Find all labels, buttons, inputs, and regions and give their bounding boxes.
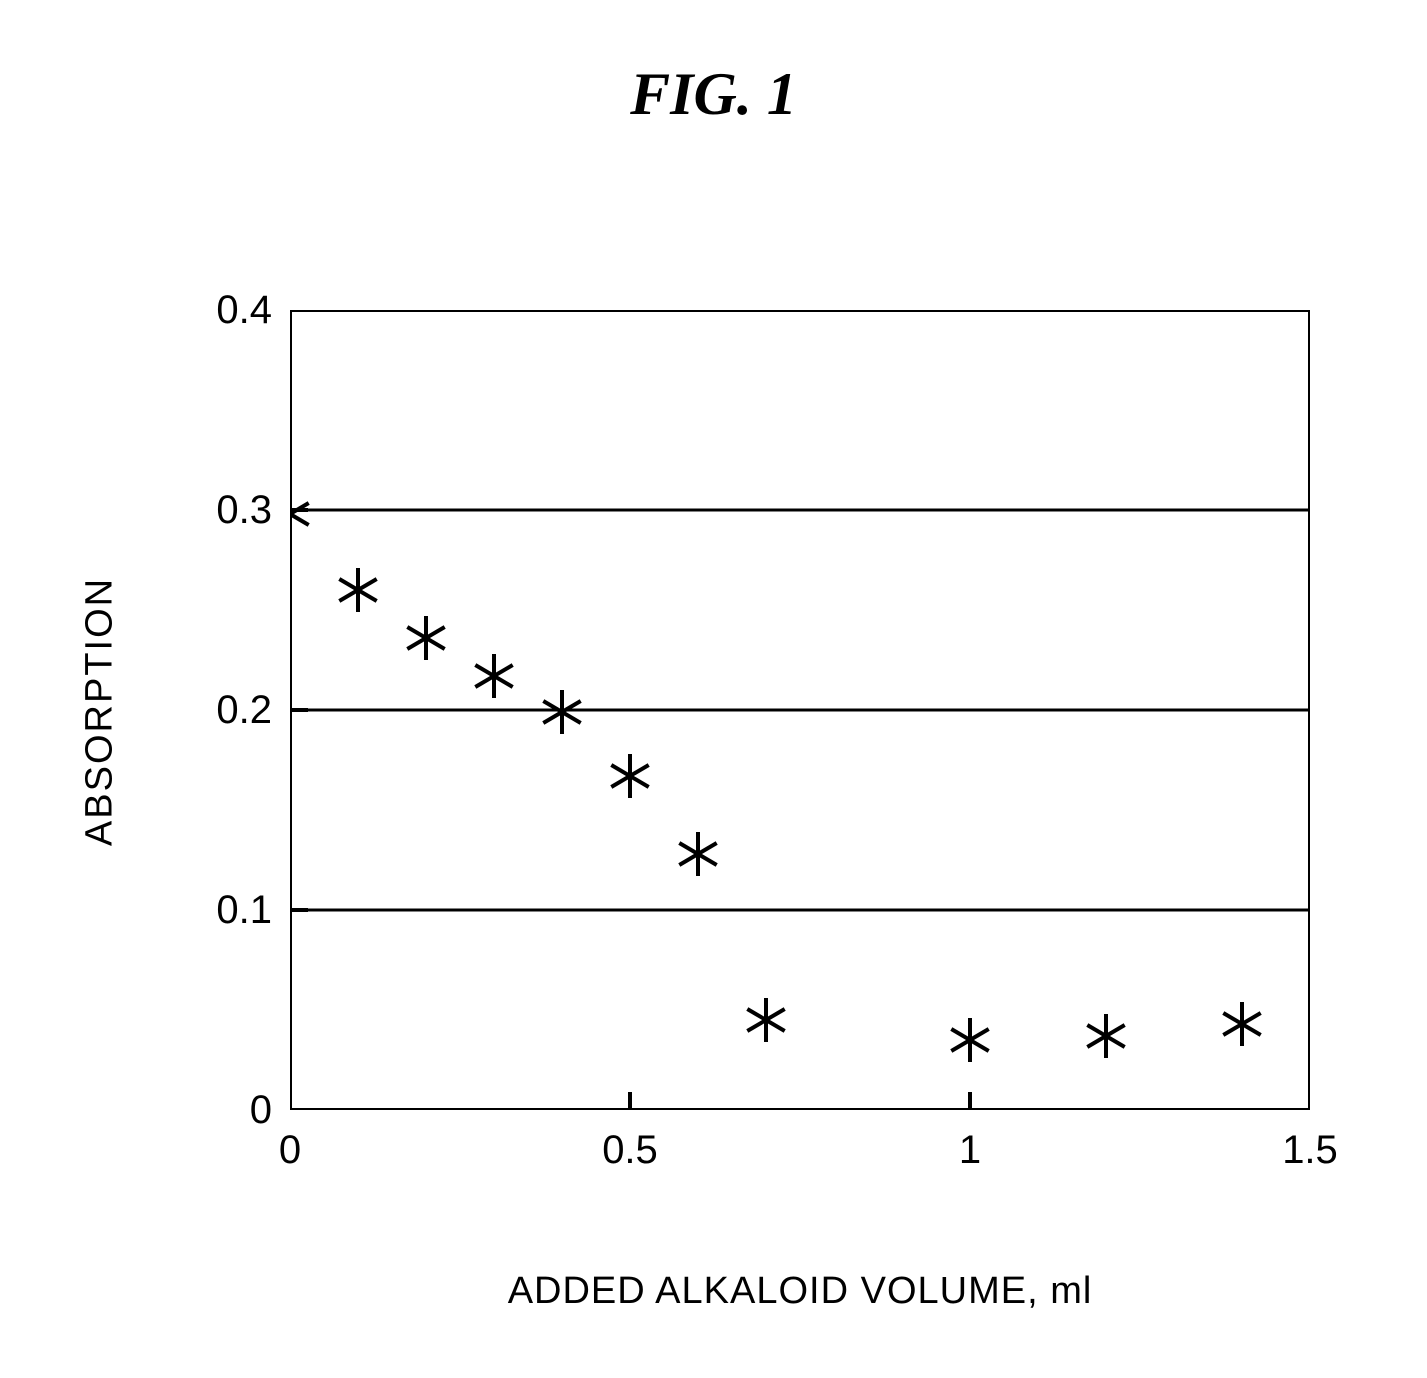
y-tick-label: 0.2 xyxy=(152,688,272,733)
y-tick-label: 0.4 xyxy=(152,288,272,333)
y-tick-label: 0.3 xyxy=(152,488,272,533)
y-axis-label: ABSORPTION xyxy=(79,512,122,912)
x-tick-label: 1 xyxy=(910,1128,1030,1173)
page: FIG. 1 ABSORPTION ADDED ALKALOID VOLUME,… xyxy=(0,0,1427,1378)
y-tick-label: 0 xyxy=(152,1088,272,1133)
plot-area xyxy=(290,310,1310,1110)
x-tick-label: 0 xyxy=(230,1128,350,1173)
x-tick-label: 0.5 xyxy=(570,1128,690,1173)
x-axis-label: ADDED ALKALOID VOLUME, ml xyxy=(400,1270,1200,1313)
x-tick-label: 1.5 xyxy=(1250,1128,1370,1173)
figure-title: FIG. 1 xyxy=(0,60,1427,129)
y-tick-label: 0.1 xyxy=(152,888,272,933)
